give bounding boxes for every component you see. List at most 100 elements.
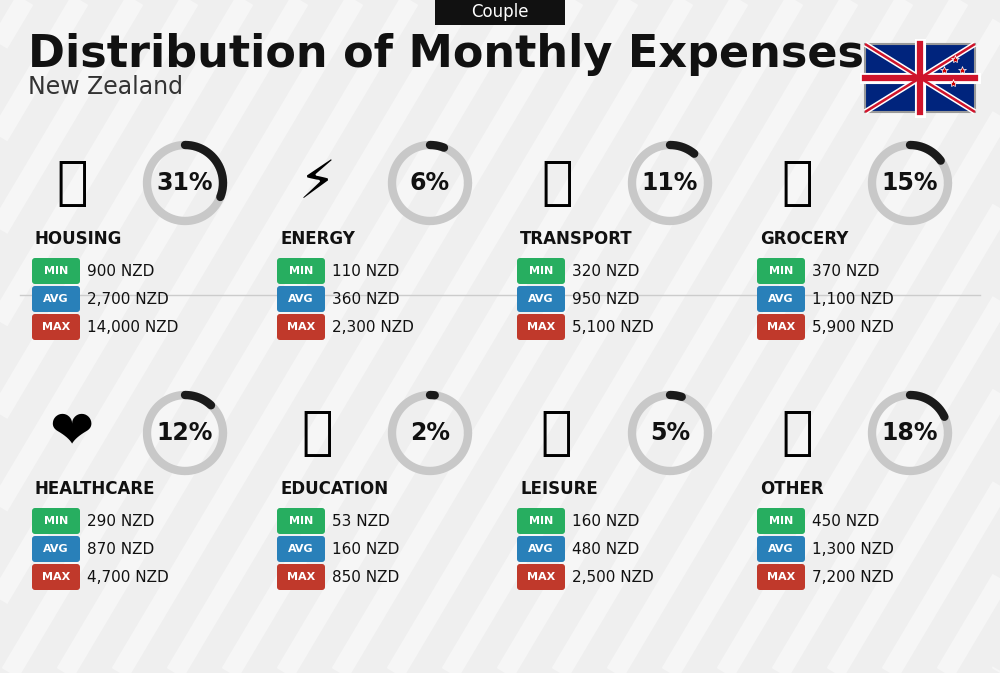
Text: ❤️: ❤️	[50, 407, 94, 459]
Text: 160 NZD: 160 NZD	[332, 542, 399, 557]
Text: 6%: 6%	[410, 171, 450, 195]
Text: AVG: AVG	[288, 544, 314, 554]
Text: MIN: MIN	[529, 516, 553, 526]
Text: 14,000 NZD: 14,000 NZD	[87, 320, 178, 334]
Text: 320 NZD: 320 NZD	[572, 264, 639, 279]
FancyBboxPatch shape	[32, 564, 80, 590]
Text: GROCERY: GROCERY	[760, 230, 848, 248]
Text: 1,100 NZD: 1,100 NZD	[812, 291, 894, 306]
Text: MAX: MAX	[527, 572, 555, 582]
Text: 160 NZD: 160 NZD	[572, 513, 639, 528]
FancyBboxPatch shape	[435, 0, 565, 25]
FancyBboxPatch shape	[757, 258, 805, 284]
Text: OTHER: OTHER	[760, 480, 824, 498]
Text: MAX: MAX	[287, 572, 315, 582]
Text: 53 NZD: 53 NZD	[332, 513, 390, 528]
Text: MAX: MAX	[767, 322, 795, 332]
Text: HOUSING: HOUSING	[35, 230, 122, 248]
Text: 12%: 12%	[157, 421, 213, 445]
FancyBboxPatch shape	[517, 508, 565, 534]
Text: MAX: MAX	[527, 322, 555, 332]
FancyBboxPatch shape	[277, 508, 325, 534]
FancyBboxPatch shape	[277, 564, 325, 590]
Text: AVG: AVG	[528, 294, 554, 304]
Text: MAX: MAX	[767, 572, 795, 582]
Text: 4,700 NZD: 4,700 NZD	[87, 569, 169, 584]
Text: LEISURE: LEISURE	[520, 480, 598, 498]
FancyBboxPatch shape	[757, 564, 805, 590]
Text: 🎓: 🎓	[301, 407, 333, 459]
Text: TRANSPORT: TRANSPORT	[520, 230, 633, 248]
Text: MIN: MIN	[769, 516, 793, 526]
Text: 850 NZD: 850 NZD	[332, 569, 399, 584]
Text: AVG: AVG	[43, 294, 69, 304]
Text: AVG: AVG	[768, 544, 794, 554]
FancyBboxPatch shape	[32, 536, 80, 562]
Text: 🏢: 🏢	[56, 157, 88, 209]
FancyBboxPatch shape	[277, 536, 325, 562]
Text: EDUCATION: EDUCATION	[280, 480, 388, 498]
Text: 🚌: 🚌	[541, 157, 573, 209]
Text: 370 NZD: 370 NZD	[812, 264, 879, 279]
FancyBboxPatch shape	[277, 286, 325, 312]
Text: AVG: AVG	[288, 294, 314, 304]
Text: ENERGY: ENERGY	[280, 230, 355, 248]
Text: 2,500 NZD: 2,500 NZD	[572, 569, 654, 584]
Text: 5,900 NZD: 5,900 NZD	[812, 320, 894, 334]
Text: ⚡: ⚡	[298, 157, 336, 209]
Text: AVG: AVG	[528, 544, 554, 554]
Text: 15%: 15%	[882, 171, 938, 195]
FancyBboxPatch shape	[865, 44, 975, 112]
FancyBboxPatch shape	[517, 314, 565, 340]
FancyBboxPatch shape	[757, 536, 805, 562]
Text: MIN: MIN	[289, 266, 313, 276]
Text: MIN: MIN	[769, 266, 793, 276]
Text: 360 NZD: 360 NZD	[332, 291, 400, 306]
FancyBboxPatch shape	[517, 536, 565, 562]
Text: 950 NZD: 950 NZD	[572, 291, 639, 306]
FancyBboxPatch shape	[757, 508, 805, 534]
Text: 290 NZD: 290 NZD	[87, 513, 154, 528]
Text: 5,100 NZD: 5,100 NZD	[572, 320, 654, 334]
Text: AVG: AVG	[768, 294, 794, 304]
Text: HEALTHCARE: HEALTHCARE	[35, 480, 156, 498]
Text: 2%: 2%	[410, 421, 450, 445]
Text: 🛒: 🛒	[781, 157, 813, 209]
FancyBboxPatch shape	[32, 258, 80, 284]
Text: 870 NZD: 870 NZD	[87, 542, 154, 557]
Text: 18%: 18%	[882, 421, 938, 445]
Text: MAX: MAX	[42, 322, 70, 332]
Text: MIN: MIN	[44, 516, 68, 526]
Text: 2,300 NZD: 2,300 NZD	[332, 320, 414, 334]
FancyBboxPatch shape	[32, 314, 80, 340]
Text: 2,700 NZD: 2,700 NZD	[87, 291, 169, 306]
Text: MIN: MIN	[44, 266, 68, 276]
Text: 💰: 💰	[781, 407, 813, 459]
Text: 110 NZD: 110 NZD	[332, 264, 399, 279]
Text: 1,300 NZD: 1,300 NZD	[812, 542, 894, 557]
Text: MIN: MIN	[529, 266, 553, 276]
FancyBboxPatch shape	[517, 286, 565, 312]
Text: 🛍️: 🛍️	[541, 407, 573, 459]
Text: 31%: 31%	[157, 171, 213, 195]
Text: Couple: Couple	[471, 3, 529, 21]
Text: 11%: 11%	[642, 171, 698, 195]
Text: 7,200 NZD: 7,200 NZD	[812, 569, 894, 584]
FancyBboxPatch shape	[32, 286, 80, 312]
FancyBboxPatch shape	[517, 258, 565, 284]
Text: 450 NZD: 450 NZD	[812, 513, 879, 528]
FancyBboxPatch shape	[517, 564, 565, 590]
Text: 5%: 5%	[650, 421, 690, 445]
Text: MAX: MAX	[42, 572, 70, 582]
Text: MAX: MAX	[287, 322, 315, 332]
Text: 900 NZD: 900 NZD	[87, 264, 154, 279]
FancyBboxPatch shape	[32, 508, 80, 534]
Text: New Zealand: New Zealand	[28, 75, 183, 99]
Text: AVG: AVG	[43, 544, 69, 554]
Text: 480 NZD: 480 NZD	[572, 542, 639, 557]
Text: MIN: MIN	[289, 516, 313, 526]
FancyBboxPatch shape	[277, 314, 325, 340]
Text: Distribution of Monthly Expenses: Distribution of Monthly Expenses	[28, 34, 864, 77]
FancyBboxPatch shape	[757, 286, 805, 312]
FancyBboxPatch shape	[757, 314, 805, 340]
